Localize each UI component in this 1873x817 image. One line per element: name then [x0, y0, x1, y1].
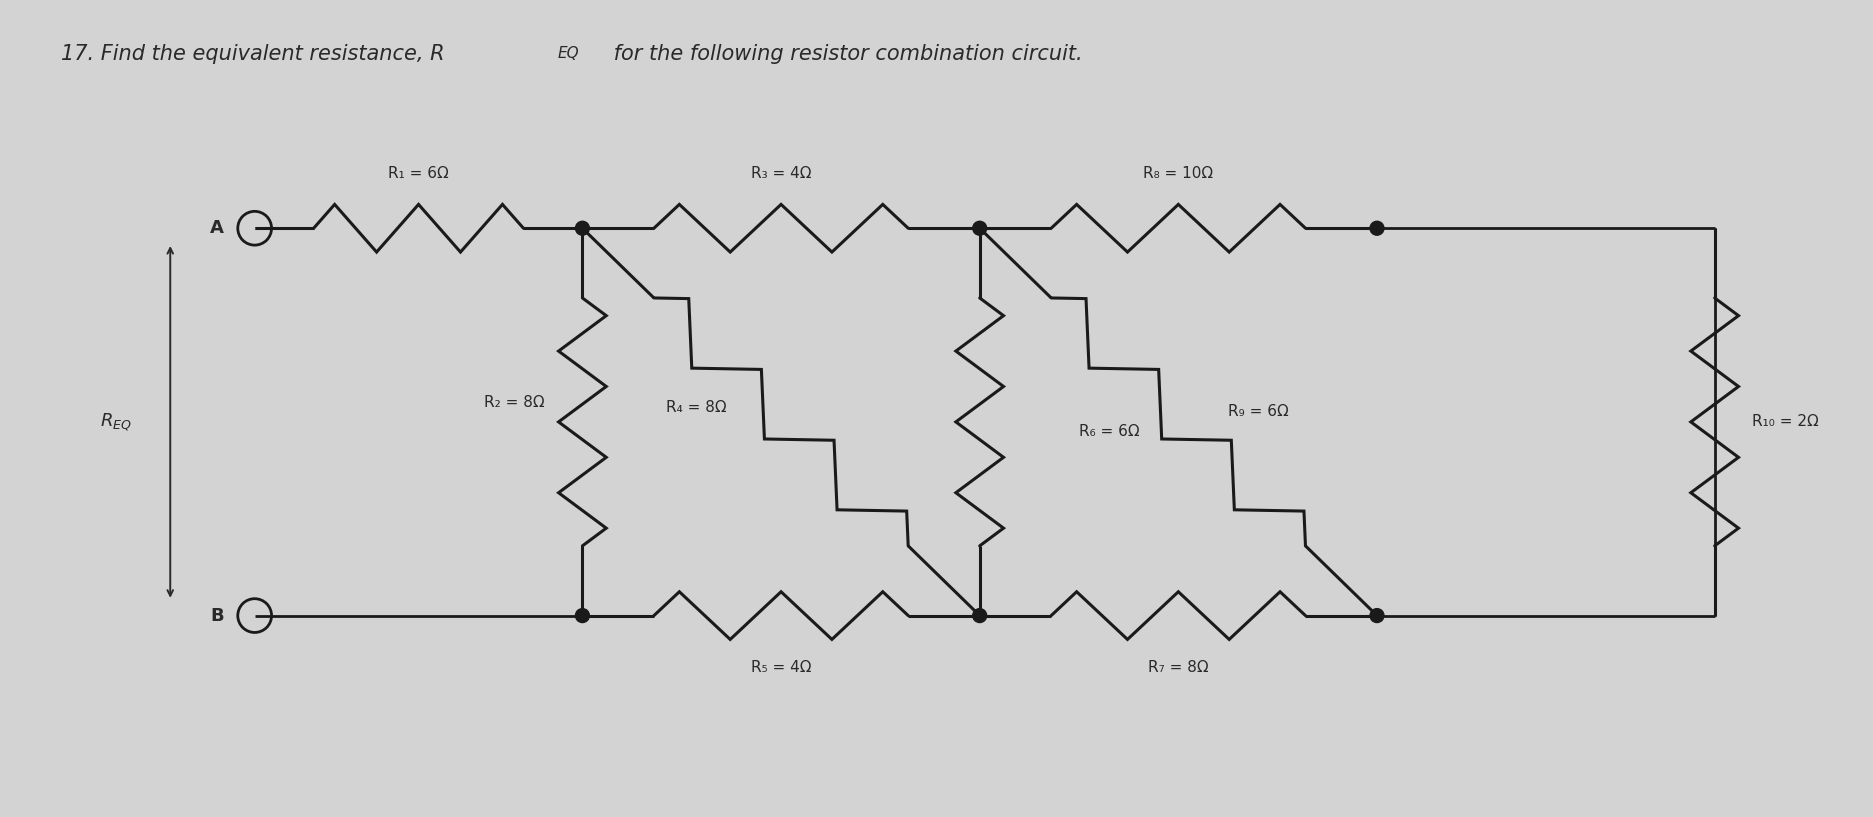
Text: R₅ = 4Ω: R₅ = 4Ω	[751, 660, 811, 676]
Text: R₂ = 8Ω: R₂ = 8Ω	[483, 395, 545, 409]
Text: R₁ = 6Ω: R₁ = 6Ω	[388, 166, 450, 181]
Text: R₈ = 10Ω: R₈ = 10Ω	[1143, 166, 1214, 181]
Text: R₄ = 8Ω: R₄ = 8Ω	[665, 400, 727, 414]
Circle shape	[972, 221, 987, 235]
Circle shape	[575, 609, 590, 623]
Circle shape	[575, 221, 590, 235]
Text: R₉ = 6Ω: R₉ = 6Ω	[1229, 404, 1289, 419]
Text: A: A	[210, 219, 225, 237]
Text: EQ: EQ	[558, 47, 579, 61]
Circle shape	[1369, 609, 1384, 623]
Circle shape	[1369, 221, 1384, 235]
Text: for the following resistor combination circuit.: for the following resistor combination c…	[607, 44, 1083, 65]
Text: R₆ = 6Ω: R₆ = 6Ω	[1079, 424, 1139, 440]
Text: R₇ = 8Ω: R₇ = 8Ω	[1148, 660, 1208, 676]
Text: $R_{EQ}$: $R_{EQ}$	[99, 411, 131, 433]
Text: R₃ = 4Ω: R₃ = 4Ω	[751, 166, 811, 181]
Text: R₁₀ = 2Ω: R₁₀ = 2Ω	[1753, 414, 1819, 430]
Text: B: B	[210, 606, 223, 624]
Circle shape	[972, 609, 987, 623]
Text: 17. Find the equivalent resistance, R: 17. Find the equivalent resistance, R	[62, 44, 444, 65]
